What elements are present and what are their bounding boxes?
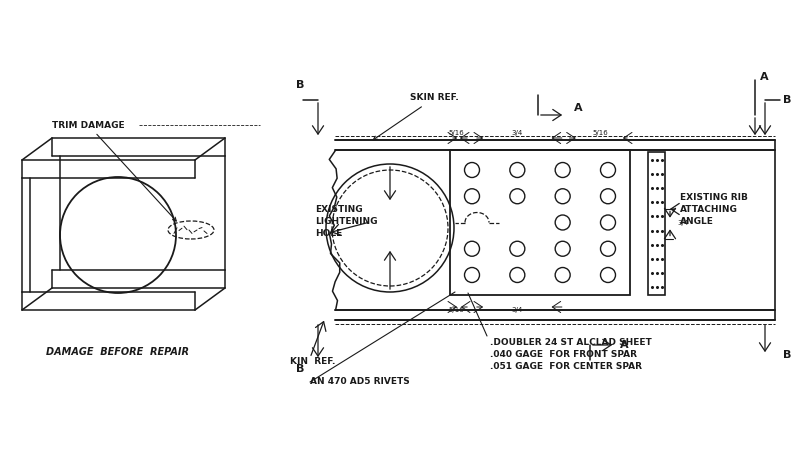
Text: .051 GAGE  FOR CENTER SPAR: .051 GAGE FOR CENTER SPAR [490,362,642,371]
Text: B: B [296,80,304,90]
Text: ANGLE: ANGLE [680,216,714,225]
Text: EXISTING: EXISTING [315,206,362,215]
Bar [648,152,665,295]
Text: TRIM DAMAGE: TRIM DAMAGE [52,121,176,221]
Text: DAMAGE  BEFORE  REPAIR: DAMAGE BEFORE REPAIR [46,347,190,357]
Text: LIGHTENING: LIGHTENING [315,217,378,226]
Text: 5/16: 5/16 [448,130,464,136]
Text: .040 GAGE  FOR FRONT SPAR: .040 GAGE FOR FRONT SPAR [490,350,637,359]
Text: B: B [296,364,304,374]
Text: .DOUBLER 24 ST ALCLAD SHEET: .DOUBLER 24 ST ALCLAD SHEET [490,338,652,347]
Text: 5/16: 5/16 [448,307,464,313]
Text: 3/4: 3/4 [512,307,523,313]
Text: B: B [783,350,791,360]
Text: AN 470 AD5 RIVETS: AN 470 AD5 RIVETS [310,378,410,387]
Bar [450,150,630,295]
Text: KIN  REF.: KIN REF. [290,357,335,366]
Text: A: A [620,340,629,350]
Text: A: A [574,103,582,113]
Text: ATTACHING: ATTACHING [680,204,738,213]
Text: 3/4: 3/4 [512,130,523,136]
Text: EXISTING RIB: EXISTING RIB [680,193,748,202]
Text: B: B [783,95,791,105]
Text: SKIN REF.: SKIN REF. [374,94,458,140]
Text: HOLE: HOLE [315,230,342,238]
Text: A: A [760,72,769,82]
Text: 5/16: 5/16 [593,130,608,136]
Text: 3/4: 3/4 [677,220,688,226]
